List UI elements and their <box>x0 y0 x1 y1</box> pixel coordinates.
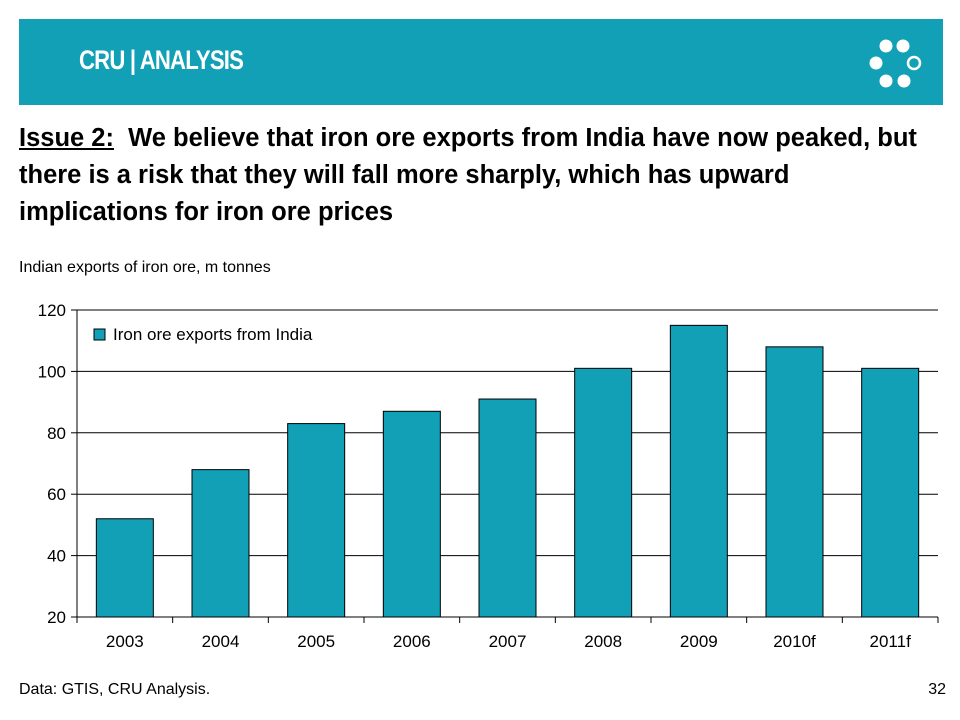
y-tick-label: 80 <box>47 424 66 443</box>
y-tick-label: 120 <box>38 301 66 320</box>
headline-text: We believe that iron ore exports from In… <box>19 124 917 226</box>
bar <box>765 346 824 618</box>
x-tick-label: 2007 <box>489 632 527 651</box>
x-tick-label: 2011f <box>870 632 912 651</box>
cru-analysis-logo: CRU | ANALYSIS <box>79 45 244 75</box>
header-banner: CRU | ANALYSIS <box>19 19 943 105</box>
bar <box>95 518 154 618</box>
x-tick-label: 2004 <box>202 632 240 651</box>
ring-of-dots-icon <box>869 39 922 88</box>
x-tick-label: 2009 <box>680 632 718 651</box>
bar-chart: 20 40 60 80 100 120 2003 2004 2005 2006 2007 2008 20… <box>38 301 939 651</box>
y-tick-label: 20 <box>47 608 66 627</box>
bar <box>669 324 728 618</box>
issue-label: Issue 2: <box>19 124 114 152</box>
x-tick-label: 2005 <box>297 632 335 651</box>
y-tick-label: 100 <box>38 362 66 381</box>
page-headline: Issue 2: We believe that iron ore export… <box>19 120 939 231</box>
data-source: Data: GTIS, CRU Analysis. <box>19 681 211 698</box>
x-tick-label: 2008 <box>584 632 622 651</box>
y-tick-label: 60 <box>47 485 66 504</box>
x-tick-label: 2003 <box>106 632 144 651</box>
bar <box>287 423 346 618</box>
chart-subtitle: Indian exports of iron ore, m tonnes <box>19 259 271 276</box>
bar <box>478 398 537 618</box>
bar <box>382 410 441 618</box>
bar <box>861 367 920 618</box>
bar <box>191 469 250 618</box>
legend-swatch <box>93 328 106 341</box>
x-tick-label: 2010f <box>773 632 816 651</box>
x-tick-label: 2006 <box>393 632 431 651</box>
y-tick-label: 40 <box>47 547 66 566</box>
bar <box>574 367 633 618</box>
page-number: 32 <box>928 681 946 698</box>
legend-label: Iron ore exports from India <box>113 325 313 344</box>
